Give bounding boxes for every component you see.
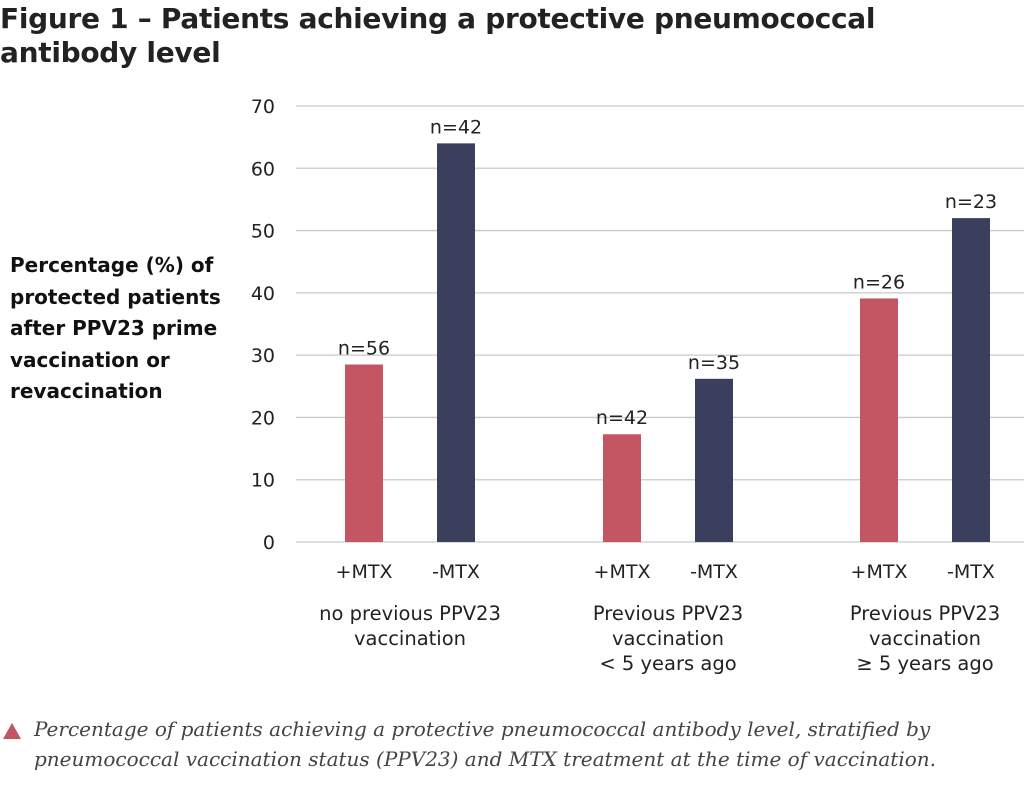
bar-data-label: n=42 <box>430 116 482 138</box>
y-tick-label: 70 <box>251 96 275 118</box>
x-tick-label: +MTX <box>336 561 393 583</box>
group-label: ≥ 5 years ago <box>856 652 993 675</box>
group-label: vaccination <box>354 627 466 650</box>
x-tick-label: -MTX <box>432 561 480 583</box>
x-tick-label: -MTX <box>690 561 738 583</box>
figure-caption: Percentage of patients achieving a prote… <box>0 714 1010 774</box>
bar-data-label: n=23 <box>945 191 997 213</box>
y-tick-label: 60 <box>251 158 275 180</box>
bar-labels: n=56 n=42 n=42 n=35 n=26 n=23 <box>338 116 997 429</box>
grid-lines <box>296 105 1024 543</box>
bar-chart: 0 10 20 30 40 50 60 70 n=56 n=42 n=42 n=35 n=26 n=23… <box>251 96 1024 675</box>
bar-data-label: n=35 <box>688 352 740 374</box>
bar-plus-mtx <box>860 298 898 542</box>
x-tick-label: -MTX <box>947 561 995 583</box>
bar-plus-mtx <box>603 434 641 542</box>
x-tick-label: +MTX <box>594 561 651 583</box>
figure-title: Figure 1 – Patients achieving a protecti… <box>0 2 876 69</box>
x-tick-label: +MTX <box>851 561 908 583</box>
bar-data-label: n=42 <box>596 407 648 429</box>
bars <box>345 143 990 542</box>
bar-data-label: n=26 <box>853 271 905 293</box>
y-axis-label: Percentage (%) of protected patients aft… <box>10 253 221 403</box>
bar-minus-mtx <box>437 143 475 542</box>
bar-plus-mtx <box>345 364 383 542</box>
group-label: vaccination <box>869 627 981 650</box>
group-label: Previous PPV23 <box>850 602 1000 625</box>
y-tick-label: 40 <box>251 283 275 305</box>
caption-marker-icon <box>3 723 21 739</box>
caption-text: Percentage of patients achieving a prote… <box>34 717 937 771</box>
bar-minus-mtx <box>695 378 733 542</box>
group-label: Previous PPV23 <box>593 602 743 625</box>
y-tick-label: 30 <box>251 345 275 367</box>
y-tick-label: 50 <box>251 221 275 243</box>
bar-data-label: n=56 <box>338 337 390 359</box>
group-label: < 5 years ago <box>599 652 736 675</box>
group-label: vaccination <box>612 627 724 650</box>
y-tick-label: 20 <box>251 407 275 429</box>
group-label: no previous PPV23 <box>319 602 501 625</box>
bar-minus-mtx <box>952 218 990 542</box>
y-tick-label: 0 <box>263 532 275 554</box>
y-tick-label: 10 <box>251 470 275 492</box>
y-tick-labels: 0 10 20 30 40 50 60 70 <box>251 96 275 554</box>
